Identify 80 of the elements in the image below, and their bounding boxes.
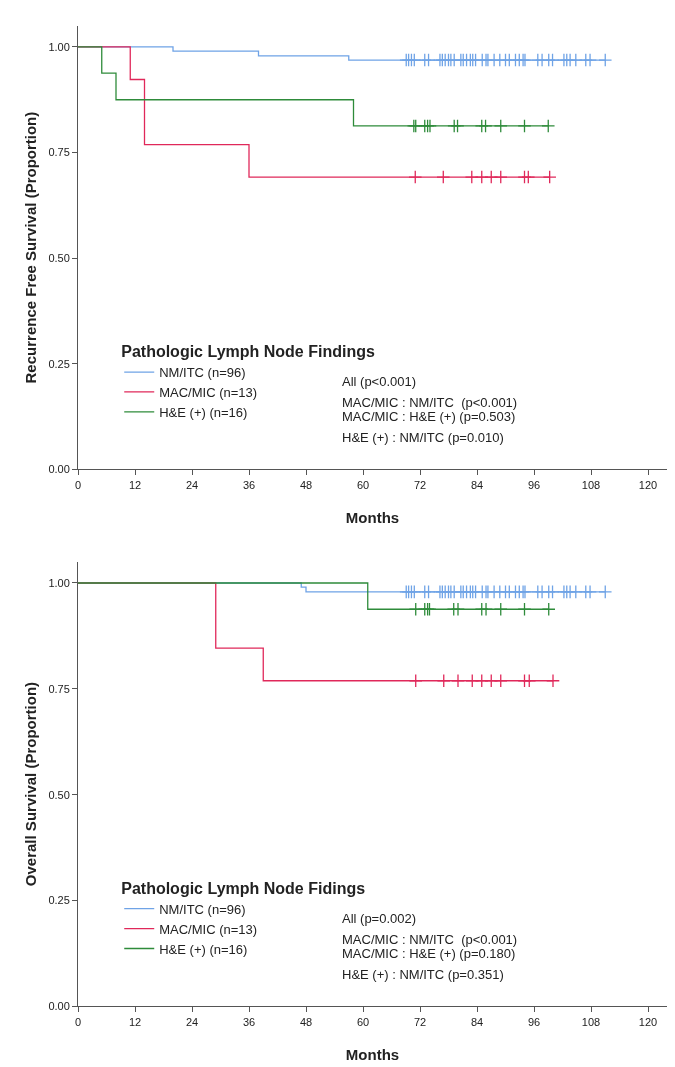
legend-label: H&E (+) (n=16) <box>159 941 248 957</box>
x-tick-label: 120 <box>638 478 658 491</box>
annotation: MAC/MIC : NM/ITC (p<0.001) <box>342 395 518 410</box>
y-tick-label: 0.75 <box>48 146 70 159</box>
point <box>493 673 508 688</box>
x-tick-label: 24 <box>185 478 199 491</box>
point <box>451 673 465 688</box>
legend-label: MAC/MIC (n=13) <box>159 385 258 401</box>
y-axis-title: Overall Survival (Proportion) <box>21 681 39 887</box>
y-tick-label: 0.50 <box>48 252 70 265</box>
point <box>436 170 451 185</box>
point <box>436 673 451 688</box>
x-tick-label: 12 <box>128 478 142 491</box>
y-tick-label: 0.25 <box>48 894 70 907</box>
x-tick-label: 96 <box>527 1015 541 1028</box>
x-tick-label: 72 <box>413 1015 427 1028</box>
annotation: MAC/MIC : H&E (+) (p=0.180) <box>342 946 516 961</box>
y-tick-label: 0.75 <box>48 682 70 695</box>
x-tick-label: 36 <box>242 1015 256 1028</box>
y-tick-label: 1.00 <box>48 576 70 589</box>
point <box>583 584 597 599</box>
x-tick-label: 60 <box>356 1015 370 1028</box>
y-tick-label: 0.00 <box>48 1000 70 1013</box>
legend-label: H&E (+) (n=16) <box>159 404 248 420</box>
point <box>421 584 436 599</box>
annotation: MAC/MIC : H&E (+) (p=0.503) <box>342 409 516 424</box>
annotation: All (p<0.001) <box>342 374 417 389</box>
x-axis-title: Months <box>345 508 400 526</box>
point <box>541 119 556 133</box>
x-tick-label: 24 <box>185 1015 199 1028</box>
y-tick-label: 0.25 <box>48 357 70 370</box>
point <box>598 584 613 599</box>
point <box>521 170 536 185</box>
x-tick-label: 84 <box>470 478 484 491</box>
y-axis-title: Recurrence Free Survival (Proportion) <box>21 111 39 384</box>
x-tick-label: 0 <box>74 478 82 491</box>
x-tick-label: 96 <box>527 478 541 491</box>
point <box>583 53 597 68</box>
x-tick-label: 48 <box>299 1015 313 1028</box>
point <box>493 119 508 133</box>
annotation: All (p=0.002) <box>342 911 417 926</box>
point <box>545 53 560 68</box>
point <box>541 602 556 617</box>
point <box>517 602 532 617</box>
x-tick-label: 60 <box>356 478 370 491</box>
legend-title: Pathologic Lymph Node Findings <box>121 343 375 361</box>
annotation: H&E (+) : NM/ITC (p=0.010) <box>342 430 504 445</box>
legend-label: MAC/MIC (n=13) <box>159 921 258 937</box>
annotation: H&E (+) : NM/ITC (p=0.351) <box>342 967 504 982</box>
point <box>545 584 560 599</box>
x-axis-title: Months <box>345 1045 400 1063</box>
legend-title: Pathologic Lymph Node Fidings <box>121 879 366 897</box>
y-tick-label: 1.00 <box>48 40 70 53</box>
point <box>517 119 532 133</box>
x-tick-label: 0 <box>74 1015 82 1028</box>
x-tick-label: 12 <box>128 1015 142 1028</box>
point <box>546 673 560 688</box>
point <box>451 602 465 617</box>
point <box>598 53 613 68</box>
x-tick-label: 36 <box>242 478 256 491</box>
x-tick-label: 72 <box>413 478 427 491</box>
point <box>493 170 508 185</box>
point <box>493 602 508 617</box>
point <box>421 53 436 68</box>
y-tick-label: 0.00 <box>48 463 70 476</box>
legend-label: NM/ITC (n=96) <box>159 365 246 381</box>
point <box>408 170 423 185</box>
x-tick-label: 108 <box>581 1015 601 1028</box>
point <box>542 170 557 185</box>
x-tick-label: 48 <box>299 478 313 491</box>
y-tick-label: 0.50 <box>48 788 70 801</box>
annotation: MAC/MIC : NM/ITC (p<0.001) <box>342 932 518 947</box>
x-tick-label: 120 <box>638 1015 658 1028</box>
point <box>522 673 537 688</box>
x-tick-label: 108 <box>581 478 601 491</box>
point <box>479 602 493 617</box>
point <box>478 119 493 133</box>
x-tick-label: 84 <box>470 1015 484 1028</box>
point <box>408 673 423 688</box>
legend-label: NM/ITC (n=96) <box>159 901 246 917</box>
